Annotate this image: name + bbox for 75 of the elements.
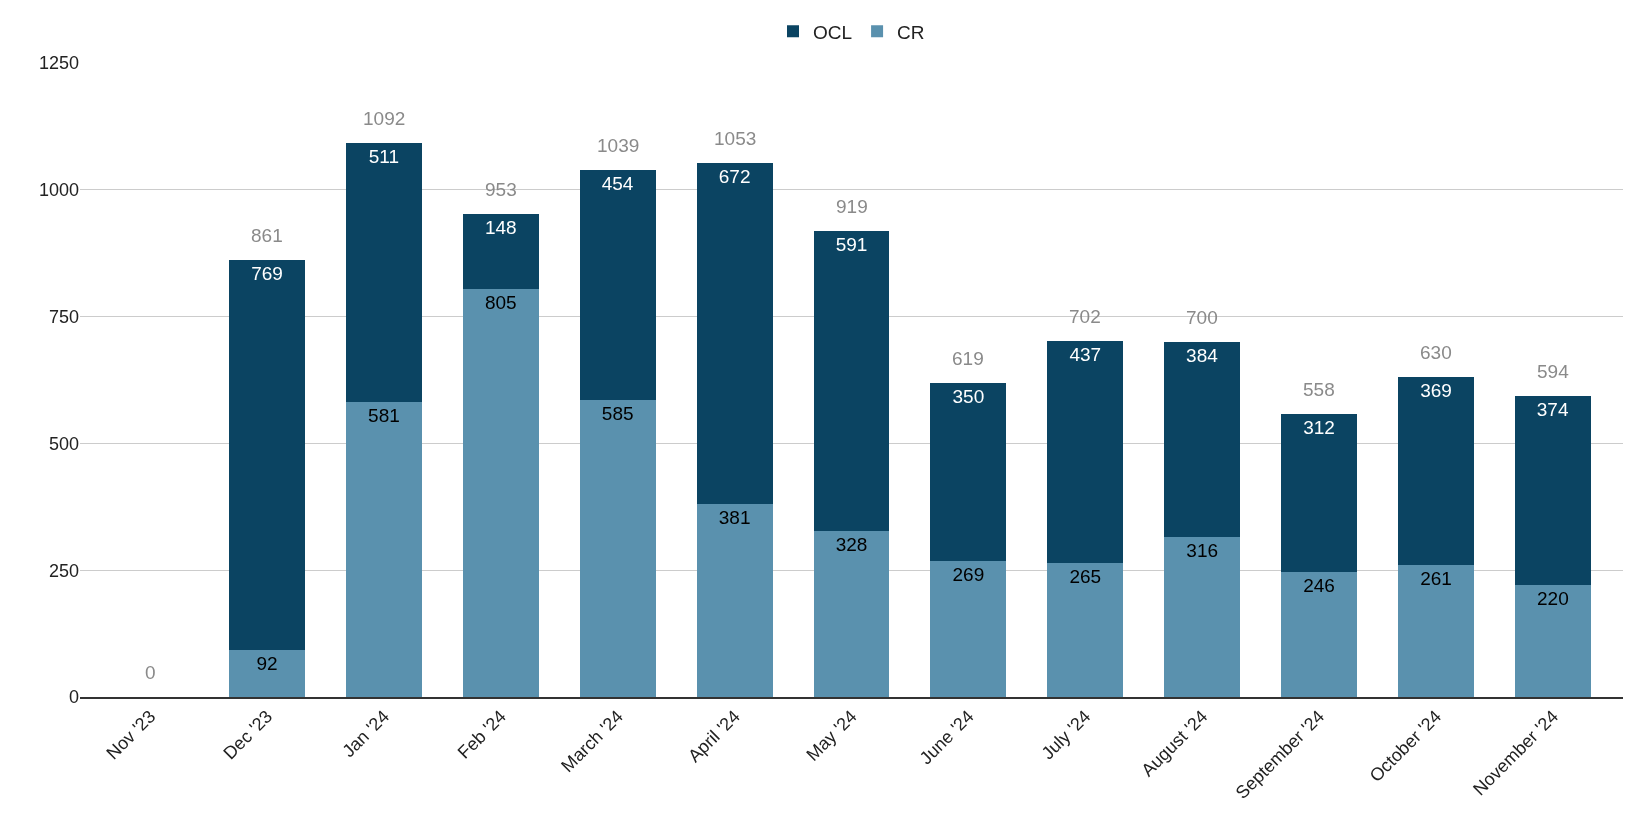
bar: [930, 383, 1007, 561]
bar: [579, 170, 656, 401]
bar: [345, 143, 422, 403]
data-label: 328: [835, 533, 868, 555]
bar: [1514, 585, 1591, 697]
bar: [1514, 395, 1591, 586]
data-label: 265: [1069, 565, 1102, 587]
total-label: 619: [952, 348, 984, 369]
bar: [813, 230, 890, 531]
bar: [1281, 413, 1358, 573]
data-label: 312: [1303, 416, 1335, 438]
x-tick-label: Feb '24: [453, 706, 511, 763]
y-tick-label: 1000: [38, 180, 79, 201]
data-label: 511: [368, 146, 400, 168]
x-tick-label: Nov '23: [102, 706, 160, 764]
total-label: 1092: [363, 108, 406, 129]
data-label: 374: [1536, 398, 1569, 420]
data-label: 148: [484, 216, 517, 238]
total-label: 953: [485, 179, 517, 200]
data-label: 92: [256, 653, 278, 675]
bar: [229, 650, 306, 697]
data-label: 246: [1303, 575, 1335, 597]
bar: [1164, 536, 1241, 697]
bar: [1397, 564, 1474, 697]
data-label: 581: [368, 405, 400, 427]
total-label: 700: [1186, 307, 1218, 328]
total-label: 0: [145, 662, 156, 683]
x-tick-label: July '24: [1037, 706, 1095, 764]
bar: [1281, 572, 1358, 697]
bar: [462, 288, 539, 697]
data-label: 805: [484, 291, 517, 313]
legend-label: CR: [897, 21, 925, 43]
bar: [696, 162, 773, 504]
bar: [1047, 340, 1124, 563]
data-label: 381: [718, 506, 751, 528]
bar: [1397, 377, 1474, 565]
x-tick-label: May '24: [802, 706, 861, 765]
data-label: 672: [718, 165, 751, 187]
total-label: 1053: [714, 128, 757, 149]
total-label: 594: [1537, 361, 1570, 382]
data-label: 269: [952, 563, 985, 585]
total-label: 1039: [597, 135, 640, 156]
y-tick-label: 1250: [38, 53, 79, 74]
bar: [345, 402, 422, 697]
data-label: 350: [952, 386, 985, 408]
data-label: 369: [1420, 380, 1452, 402]
total-label: 558: [1303, 379, 1335, 400]
bar: [1164, 341, 1241, 537]
bar: [696, 503, 773, 697]
y-tick-label: 750: [48, 306, 79, 327]
data-label: 585: [601, 403, 634, 425]
bar: [813, 530, 890, 697]
data-label: 384: [1186, 344, 1219, 366]
x-tick-label: Jan '24: [338, 706, 394, 762]
total-label: 630: [1420, 342, 1452, 363]
bar: [1047, 562, 1124, 697]
data-label: 454: [601, 173, 634, 195]
legend-label: OCL: [813, 21, 853, 43]
data-label: 769: [251, 263, 283, 285]
bar: [579, 400, 656, 697]
data-label: 591: [835, 233, 868, 255]
y-tick-label: 0: [68, 687, 79, 708]
y-tick-label: 250: [48, 560, 79, 581]
total-label: 919: [836, 196, 868, 217]
total-label: 702: [1069, 306, 1101, 327]
data-label: 316: [1186, 539, 1219, 561]
total-label: 861: [251, 225, 283, 246]
bar: [462, 213, 539, 289]
x-tick-label: Dec '23: [219, 706, 277, 764]
data-label: 261: [1420, 567, 1452, 589]
bar: [229, 260, 306, 651]
y-tick-label: 500: [48, 433, 79, 454]
data-label: 220: [1537, 588, 1569, 610]
data-label: 437: [1069, 343, 1102, 365]
bar: [930, 560, 1007, 697]
